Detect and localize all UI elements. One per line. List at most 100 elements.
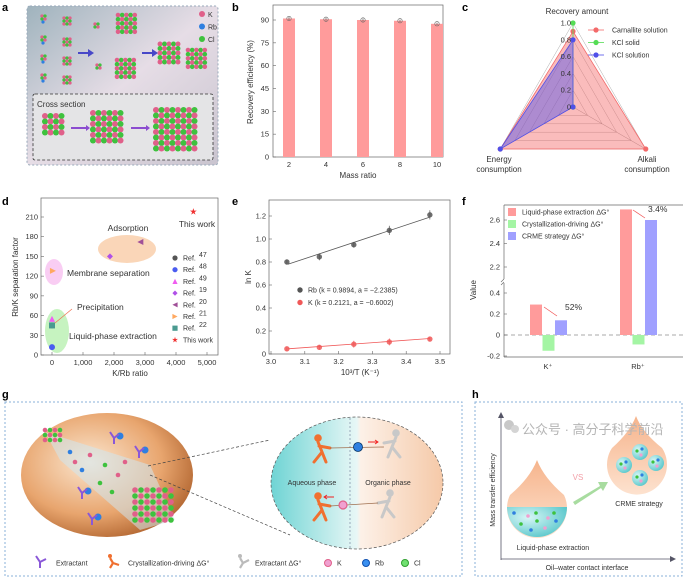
ion <box>40 35 44 39</box>
y-tick-label: 0.2 <box>256 327 266 336</box>
x-tick-label: 4,000 <box>167 358 186 367</box>
ion <box>62 40 66 44</box>
ion <box>162 55 167 60</box>
ion <box>65 56 69 60</box>
crystal-ion <box>150 511 156 517</box>
ion <box>529 528 533 532</box>
ion <box>162 59 167 65</box>
ion <box>115 12 121 18</box>
ion <box>163 145 171 152</box>
radar-grid <box>528 56 618 133</box>
ion <box>65 78 69 82</box>
panel-g-frame <box>4 401 463 577</box>
crystal-ion <box>144 511 150 517</box>
cl-ion <box>635 449 639 453</box>
legend-ion-icon <box>324 559 332 567</box>
ion <box>162 46 167 51</box>
h-left-label: Liquid-phase extraction <box>517 545 589 552</box>
ion <box>97 480 103 486</box>
ion <box>95 115 102 122</box>
x-tick-label: 3.5 <box>435 357 445 366</box>
ion <box>119 12 125 18</box>
crystal-ion <box>57 437 63 443</box>
data-point <box>286 15 292 21</box>
ion <box>185 128 193 136</box>
extractant-icon <box>77 486 88 499</box>
ion <box>198 60 203 65</box>
legend-marker <box>172 290 178 296</box>
ion <box>175 46 181 51</box>
ion <box>95 109 102 117</box>
ion <box>189 56 195 61</box>
annotation-arrow-k <box>543 306 558 317</box>
ion <box>543 526 547 530</box>
ion <box>127 66 132 71</box>
arrow-icon <box>78 49 94 57</box>
ion <box>111 109 119 117</box>
legend-ref: 48 <box>199 264 207 271</box>
ion <box>132 16 138 22</box>
ion <box>194 60 199 65</box>
figure-head <box>314 434 322 442</box>
ion <box>191 123 198 130</box>
ion <box>115 29 121 35</box>
data-point <box>397 18 403 24</box>
ion <box>43 76 47 80</box>
ion <box>100 109 108 117</box>
ion <box>180 112 187 119</box>
ion <box>198 56 203 61</box>
ion <box>132 12 138 18</box>
crystal-ion <box>162 487 168 493</box>
crystal-ion <box>138 493 144 499</box>
ion <box>163 139 171 147</box>
crystal-ion <box>42 432 48 438</box>
ion <box>124 29 129 35</box>
ion <box>158 112 165 119</box>
y-tick-label: 0.4 <box>256 304 266 313</box>
ion <box>202 60 208 65</box>
ion <box>127 74 132 80</box>
ion <box>62 19 66 23</box>
ion <box>194 51 199 57</box>
crystallization-figure-icon <box>109 557 120 569</box>
adsorption-region <box>98 235 156 263</box>
annotation-this-work: This work <box>179 219 216 229</box>
rb-ion <box>640 473 644 477</box>
ion <box>132 29 138 35</box>
legend-ref: 49 <box>199 275 207 282</box>
ion <box>185 145 193 152</box>
ion <box>132 25 138 30</box>
ion <box>93 22 97 26</box>
ion <box>96 25 100 29</box>
k-ion <box>338 500 348 510</box>
ion <box>68 16 72 20</box>
ion <box>114 70 120 75</box>
ion <box>166 50 172 56</box>
ion <box>87 452 93 458</box>
ion <box>62 22 66 26</box>
ion <box>95 126 102 133</box>
ion <box>40 76 44 80</box>
ion <box>41 112 49 120</box>
ion <box>100 126 108 133</box>
ion <box>180 117 187 125</box>
ion <box>65 16 69 20</box>
ion <box>185 60 191 65</box>
legend-marker <box>172 267 178 273</box>
y-tick-label: 150 <box>25 252 38 261</box>
ion <box>163 106 171 114</box>
ion <box>157 59 163 65</box>
organic-phase-label: Organic phase <box>365 480 411 487</box>
ion <box>65 43 69 47</box>
ion <box>124 16 129 22</box>
radar-area-2 <box>499 38 574 150</box>
legend-marker-rb <box>199 23 205 30</box>
data-point <box>284 259 290 265</box>
data-point <box>386 339 392 345</box>
ion <box>166 55 172 60</box>
crystal-ion <box>168 487 174 493</box>
ion <box>40 57 44 61</box>
data-point-22 <box>49 322 55 329</box>
ion <box>191 145 198 152</box>
figure-body <box>312 440 332 464</box>
